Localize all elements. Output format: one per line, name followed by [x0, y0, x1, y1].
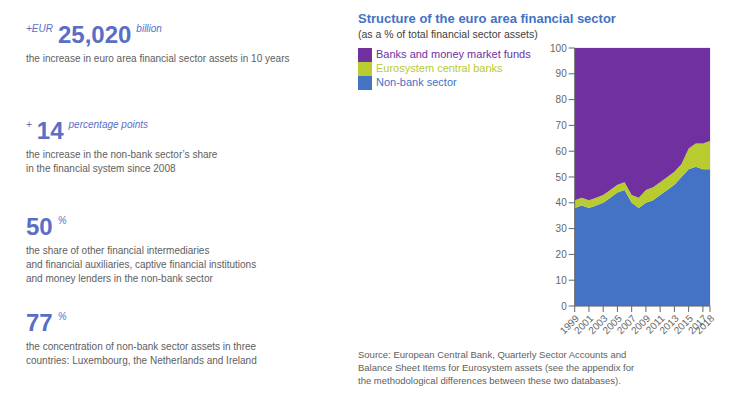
- svg-text:60: 60: [556, 146, 568, 157]
- html-text:Banks and money market funds: Banks and money market funds: [376, 48, 531, 60]
- html-text:Non-bank sector: Non-bank sector: [376, 76, 457, 89]
- svg-text:90: 90: [556, 68, 568, 79]
- html-text:Source: European Central Bank,: Source: European Central Bank, Quarterly…: [358, 349, 635, 386]
- html-text:50: 50: [26, 213, 53, 240]
- html-text:the increase in the non-bank s: the increase in the non-bank sector’s sh…: [26, 149, 218, 174]
- svg-text:2001: 2001: [571, 312, 596, 337]
- svg-text:2007: 2007: [614, 312, 639, 337]
- svg-text:2015: 2015: [671, 312, 696, 337]
- html-text:the increase in euro area fina: the increase in euro area financial sect…: [26, 53, 290, 64]
- html-text:billion: billion: [136, 23, 162, 34]
- svg-text:2013: 2013: [657, 312, 681, 337]
- svg-text:2011: 2011: [643, 312, 667, 336]
- svg-text:50: 50: [556, 172, 568, 183]
- svg-text:10: 10: [556, 275, 568, 286]
- svg-text:2005: 2005: [600, 312, 624, 337]
- html-text:+EUR: +EUR: [26, 23, 53, 34]
- html-text:the concentration of non-bank: the concentration of non-bank sector ass…: [26, 341, 257, 366]
- svg-text:80: 80: [556, 94, 568, 105]
- html-text:(as a % of total financial sec: (as a % of total financial sector assets…: [358, 28, 538, 40]
- html-text:14: 14: [36, 117, 64, 144]
- svg-text:0: 0: [561, 301, 567, 312]
- svg-text:30: 30: [556, 223, 568, 234]
- svg-text:20: 20: [556, 249, 568, 260]
- html-text:the share of other financial i: the share of other financial intermediar…: [26, 245, 257, 284]
- svg-text:40: 40: [556, 197, 568, 208]
- svg-text:100: 100: [550, 44, 567, 54]
- svg-text:1999: 1999: [557, 312, 582, 337]
- svg-text:2003: 2003: [586, 312, 610, 337]
- html-text:Eurosystem central banks: Eurosystem central banks: [376, 62, 503, 75]
- html-text:Structure of the euro area fin: Structure of the euro area financial sec…: [358, 11, 616, 26]
- html-text:percentage points: percentage points: [68, 119, 149, 130]
- html-text:25,020: 25,020: [58, 21, 132, 48]
- html-text:77: 77: [26, 309, 53, 336]
- svg-text:70: 70: [556, 120, 568, 131]
- svg-text:2009: 2009: [628, 312, 653, 337]
- svg-text:2018: 2018: [693, 312, 717, 336]
